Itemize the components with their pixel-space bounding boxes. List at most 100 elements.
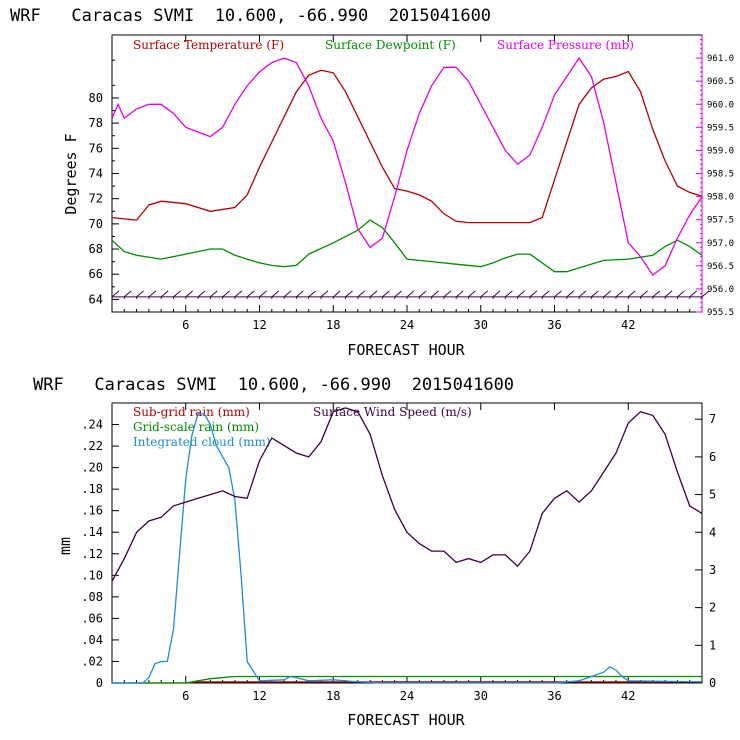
bottom-y2-tick-label: 0 <box>709 676 716 690</box>
top-y-tick-label: 66 <box>89 267 103 281</box>
wind-barb <box>320 290 329 298</box>
bottom-x-axis-label: FORECAST HOUR <box>347 711 465 729</box>
wind-barb <box>406 290 415 298</box>
wind-barb <box>603 290 611 298</box>
bottom-y-tick-label: .10 <box>81 568 103 582</box>
top-x-tick-label: 12 <box>252 318 266 332</box>
wind-barb <box>517 290 525 298</box>
top-y2-tick-label: 959.0 <box>707 146 734 156</box>
wind-barb <box>246 290 255 298</box>
legend-surface-temperature: Surface Temperature (F) <box>133 38 284 52</box>
wind-barb <box>566 290 575 298</box>
top-y-tick-label: 76 <box>89 141 103 155</box>
bottom-y2-tick-label: 5 <box>709 488 716 502</box>
wind-barb <box>185 290 194 298</box>
top-y2-tick-label: 957.5 <box>707 216 734 226</box>
legend-integrated-cloud: Integrated cloud (mm) <box>133 435 271 449</box>
top-chart-title: WRF Caracas SVMI 10.600, -66.990 2015041… <box>10 6 491 26</box>
bottom-x-tick-label: 42 <box>621 689 635 703</box>
wind-barb <box>529 290 538 298</box>
wind-barb <box>345 290 353 298</box>
bottom-y-tick-label: .04 <box>81 633 103 647</box>
temperature-series-line <box>111 69 703 224</box>
wind-barb <box>664 290 673 298</box>
wind-barb <box>480 290 489 298</box>
wind-barbs <box>111 290 710 299</box>
wind-barb <box>308 290 316 298</box>
bottom-y-tick-label: .20 <box>81 461 103 475</box>
top-y-tick-label: 72 <box>89 192 103 206</box>
top-y2-tick-label: 956.5 <box>707 262 734 272</box>
top-y-axis-label: Degrees F <box>62 133 80 214</box>
top-x-tick-label: 6 <box>182 318 189 332</box>
wind-barb <box>394 290 403 298</box>
wind-barb <box>369 290 378 298</box>
wind-barb <box>615 290 624 298</box>
wind-barb <box>468 290 476 298</box>
dewpoint-series-line <box>111 219 703 273</box>
wind-barb <box>382 290 390 298</box>
wind-barb <box>173 290 181 298</box>
wind-barb <box>160 290 169 298</box>
wind-barb <box>123 290 132 298</box>
wind-barb <box>296 290 304 298</box>
top-y2-tick-label: 961.0 <box>707 54 734 64</box>
top-x-tick-label: 36 <box>547 318 561 332</box>
bottom-y-tick-label: 0 <box>96 676 103 690</box>
bottom-x-tick-label: 36 <box>547 689 561 703</box>
top-x-axis-label: FORECAST HOUR <box>347 341 465 359</box>
wind-barb <box>111 290 120 298</box>
top-y-tick-label: 80 <box>89 91 103 105</box>
wind-barb <box>541 290 550 298</box>
wind-barb <box>222 290 230 298</box>
bottom-y-tick-label: .06 <box>81 611 103 625</box>
wind-barb <box>689 290 698 298</box>
wind-barb <box>677 290 685 298</box>
bottom-y2-tick-label: 3 <box>709 563 716 577</box>
top-y2-tick-label: 956.0 <box>707 285 734 295</box>
wind-barb <box>505 290 513 298</box>
wind-barb <box>640 290 648 298</box>
precipitation-chart: WRF Caracas SVMI 10.600, -66.990 2015041… <box>33 375 716 729</box>
bottom-y-tick-label: .22 <box>81 439 103 453</box>
wind-barb <box>197 290 206 298</box>
top-x-tick-label: 30 <box>474 318 488 332</box>
wind-barb <box>234 290 243 298</box>
top-y2-tick-label: 960.0 <box>707 100 734 110</box>
legend-gridscale-rain: Grid-scale rain (mm) <box>133 420 259 434</box>
top-y2-tick-label: 958.5 <box>707 170 734 180</box>
top-y2-tick-label: 960.5 <box>707 77 734 87</box>
wind-barb <box>357 290 366 298</box>
top-y-tick-label: 78 <box>89 116 103 130</box>
bottom-y-tick-label: .02 <box>81 654 103 668</box>
bottom-y-tick-label: .08 <box>81 590 103 604</box>
wind-barb <box>701 290 710 298</box>
wind-barb <box>418 290 427 298</box>
wind-barb <box>652 290 661 298</box>
bottom-y2-tick-label: 4 <box>709 525 716 539</box>
wind-barb <box>578 290 587 298</box>
bottom-x-tick-label: 30 <box>474 689 488 703</box>
wind-barb <box>591 290 599 298</box>
wind-barb <box>136 290 144 298</box>
top-x-tick-label: 18 <box>326 318 340 332</box>
bottom-y2-tick-label: 1 <box>709 638 716 652</box>
top-y-tick-label: 68 <box>89 242 103 256</box>
bottom-chart-title: WRF Caracas SVMI 10.600, -66.990 2015041… <box>33 375 514 395</box>
wind-barb <box>332 290 341 298</box>
bottom-axis-ticks: 6 12 18 24 30 36 42.24.22.20.18.16.14.12.10.08… <box>81 403 716 703</box>
top-y2-tick-label: 955.5 <box>707 308 734 318</box>
bottom-x-tick-label: 6 <box>182 689 189 703</box>
wind-barb <box>148 290 157 298</box>
top-y2-tick-label: 958.0 <box>707 193 734 203</box>
bottom-y-tick-label: .16 <box>81 504 103 518</box>
top-y2-tick-label: 957.0 <box>707 239 734 249</box>
wind-speed-series-line <box>111 407 703 582</box>
top-x-tick-label: 24 <box>400 318 414 332</box>
bottom-y-tick-label: .12 <box>81 547 103 561</box>
wind-barb <box>271 290 280 298</box>
wind-barb <box>431 290 439 298</box>
top-y-tick-label: 70 <box>89 217 103 231</box>
top-y-tick-label: 74 <box>89 167 103 181</box>
